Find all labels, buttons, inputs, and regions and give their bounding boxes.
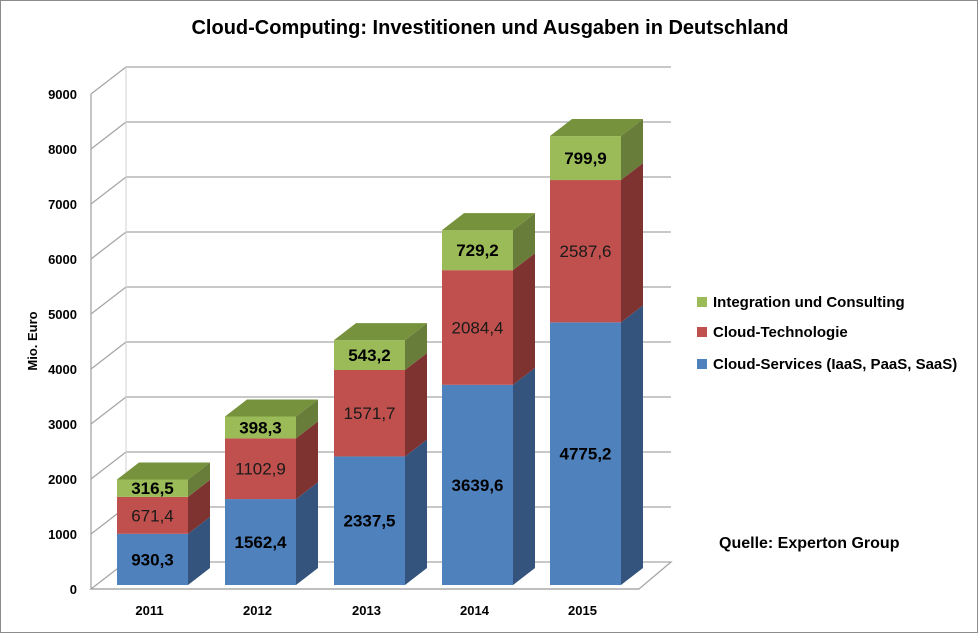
bar-segment-front [334, 340, 405, 370]
bar-segment-front [117, 496, 188, 534]
bar-segment-side [513, 253, 535, 385]
bar-segment-front [550, 180, 621, 323]
bar-segment-front [442, 230, 513, 271]
x-tick-label: 2014 [460, 603, 490, 618]
bar-segment-side [513, 213, 535, 271]
bar-segment-side [405, 323, 427, 370]
legend-swatch [697, 297, 707, 307]
data-label: 2587,6 [560, 242, 612, 261]
bar-segment-front [442, 384, 513, 585]
y-tick-label: 2000 [48, 472, 77, 487]
data-label: 1562,4 [235, 533, 288, 552]
bar-segment-side [513, 367, 535, 585]
bar-segment-front [117, 479, 188, 497]
legend-swatch [697, 327, 707, 337]
legend-label: Integration und Consulting [713, 294, 905, 311]
y-axis-label: Mio. Euro [25, 311, 40, 370]
data-label: 1102,9 [235, 460, 286, 479]
y-tick-label: 6000 [48, 252, 77, 267]
legend-swatch [697, 359, 707, 369]
bar-segment-front [550, 136, 621, 181]
data-label: 398,3 [239, 418, 282, 437]
y-tick-label: 8000 [48, 142, 77, 157]
y-tick-label: 1000 [48, 527, 77, 542]
gridline [90, 66, 671, 95]
data-label: 543,2 [348, 346, 391, 365]
x-tick-label: 2011 [135, 603, 163, 618]
y-tick-label: 3000 [48, 417, 77, 432]
bar-segment-side [621, 305, 643, 585]
data-labels: 930,3 671,4 316,5 1562,4 1102,9 398,3 2337,5 15… [131, 149, 611, 569]
data-label: 3639,6 [452, 476, 504, 495]
data-label: 316,5 [131, 479, 174, 498]
bar-top-face [550, 119, 643, 137]
bar-segment-front [442, 270, 513, 385]
chart-title: Cloud-Computing: Investitionen und Ausga… [191, 17, 788, 39]
y-tick-label: 9000 [48, 87, 77, 102]
bar-segment-side [296, 399, 318, 439]
bar-top-face [334, 323, 427, 341]
data-label: 2337,5 [344, 512, 396, 531]
bar-segment-front [334, 456, 405, 585]
bar-segment-side [405, 352, 427, 457]
bar-segment-side [188, 479, 210, 534]
y-tick-label: 7000 [48, 197, 77, 212]
data-label: 930,3 [131, 550, 174, 569]
bar-segment-front [225, 499, 296, 585]
bar-segment-side [296, 482, 318, 585]
bar-segment-side [405, 439, 427, 585]
bar-segment-side [621, 119, 643, 181]
data-label: 729,2 [456, 241, 499, 260]
bar-segment-front [117, 533, 188, 585]
data-label: 671,4 [131, 506, 174, 525]
bar-top-face [117, 462, 210, 480]
bar-segment-side [188, 516, 210, 585]
legend-label: Cloud-Technologie [713, 324, 848, 341]
legend-label: Cloud-Services (IaaS, PaaS, SaaS) [713, 356, 957, 373]
bars [117, 119, 643, 585]
bar-top-face [225, 399, 318, 417]
data-label: 4775,2 [560, 445, 612, 464]
bar-segment-front [225, 416, 296, 439]
data-label: 1571,7 [344, 404, 396, 423]
bar-segment-side [621, 163, 643, 323]
y-tick-label: 4000 [48, 362, 77, 377]
source-annotation: Quelle: Experton Group [719, 535, 900, 552]
bar-top-face [442, 213, 535, 231]
x-tick-label: 2013 [352, 603, 381, 618]
bar-segment-front [550, 322, 621, 585]
bar-segment-side [296, 421, 318, 500]
y-tick-label: 5000 [48, 307, 77, 322]
bar-segment-front [225, 438, 296, 500]
axes: 0 1000 2000 3000 4000 5000 6000 7000 8000 9000 201… [48, 87, 639, 618]
data-label: 799,9 [564, 149, 607, 168]
data-label: 2084,4 [452, 319, 504, 338]
y-tick-label: 0 [70, 582, 77, 597]
x-tick-label: 2012 [243, 603, 272, 618]
bar-segment-side [188, 462, 210, 497]
bar-segment-front [334, 369, 405, 457]
x-tick-label: 2015 [568, 603, 597, 618]
legend: Integration und Consulting Cloud-Technolo… [697, 294, 957, 373]
